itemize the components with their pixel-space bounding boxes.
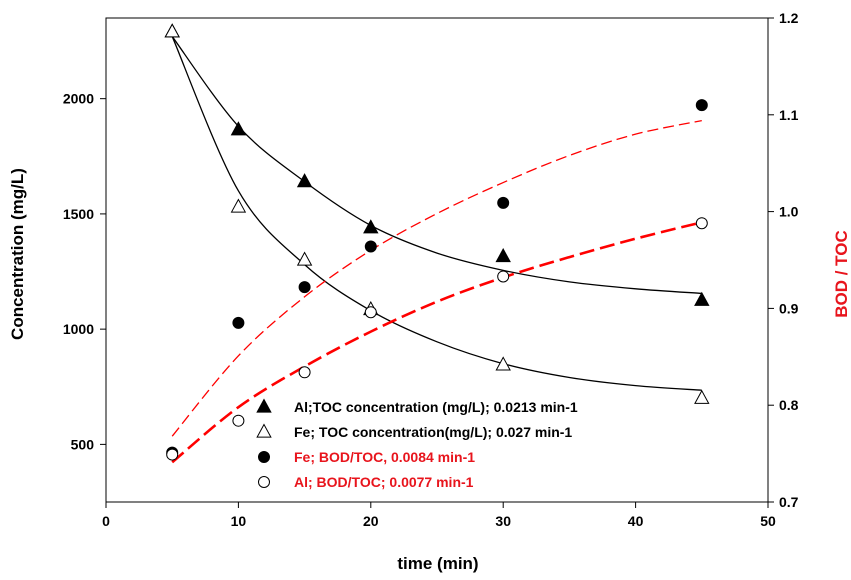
fit-curves (171, 36, 703, 464)
y2-tick-label: 1.0 (779, 204, 799, 220)
y2-tick-label: 0.8 (779, 397, 799, 413)
x-axis-title: time (min) (397, 554, 478, 573)
data-point-series-1 (230, 121, 247, 136)
data-point-series-1 (495, 247, 511, 263)
legend: Al;TOC concentration (mg/L); 0.0213 min-… (256, 398, 578, 490)
plot-border (105, 17, 769, 503)
data-point-series-4 (298, 366, 311, 379)
data-point-series-3 (298, 281, 311, 294)
y2-axis-title: BOD / TOC (832, 230, 851, 318)
y-tick-label: 2000 (63, 91, 94, 107)
data-point-series-2 (694, 389, 710, 404)
legend-label-1: Al;TOC concentration (mg/L); 0.0213 min-… (294, 399, 578, 415)
y-axis-left: 500 1000 1500 2000 (63, 91, 106, 452)
data-point-series-3 (232, 316, 245, 329)
data-point-series-2 (230, 198, 247, 213)
plot-frame (105, 17, 769, 503)
x-tick-label: 40 (628, 513, 644, 529)
fit-curve-1 (171, 36, 702, 295)
legend-marker-4 (258, 476, 270, 488)
y-tick-label: 1500 (63, 206, 94, 222)
legend-marker-1 (256, 398, 272, 413)
data-points (164, 23, 710, 461)
y-tick-label: 500 (71, 436, 95, 452)
data-point-series-3 (497, 196, 510, 209)
legend-marker-2 (256, 423, 272, 438)
data-point-series-1 (694, 291, 710, 306)
data-point-series-4 (695, 217, 708, 230)
legend-marker-3 (258, 451, 270, 463)
y-tick-label: 1000 (63, 321, 94, 337)
y2-tick-label: 0.7 (779, 494, 799, 510)
data-point-series-1 (363, 219, 379, 234)
data-point-series-4 (166, 448, 179, 461)
data-point-series-4 (232, 414, 245, 427)
x-axis: 0 10 20 30 40 50 (102, 502, 776, 529)
y2-tick-label: 0.9 (779, 300, 799, 316)
data-point-series-1 (296, 173, 313, 188)
data-point-series-2 (296, 251, 313, 266)
x-tick-label: 0 (102, 513, 110, 529)
x-tick-label: 20 (363, 513, 379, 529)
data-point-series-2 (164, 23, 180, 38)
y2-tick-label: 1.1 (779, 107, 799, 123)
x-tick-label: 10 (231, 513, 247, 529)
x-tick-label: 30 (495, 513, 511, 529)
legend-label-2: Fe; TOC concentration(mg/L); 0.027 min-1 (294, 424, 572, 440)
legend-label-3: Fe; BOD/TOC, 0.0084 min-1 (294, 449, 475, 465)
data-point-series-3 (695, 99, 708, 112)
fit-curve-3 (171, 119, 702, 437)
y-axis-right: 0.7 0.8 0.9 1.0 1.1 1.2 (768, 10, 799, 510)
data-point-series-3 (364, 240, 377, 253)
legend-label-4: Al; BOD/TOC; 0.0077 min-1 (294, 474, 474, 490)
y2-tick-label: 1.2 (779, 10, 799, 26)
data-point-series-4 (497, 270, 510, 283)
fit-curve-2 (171, 36, 702, 391)
data-point-series-4 (364, 306, 377, 319)
y-axis-title: Concentration (mg/L) (8, 168, 27, 340)
x-tick-label: 50 (760, 513, 776, 529)
data-point-series-2 (495, 356, 511, 371)
